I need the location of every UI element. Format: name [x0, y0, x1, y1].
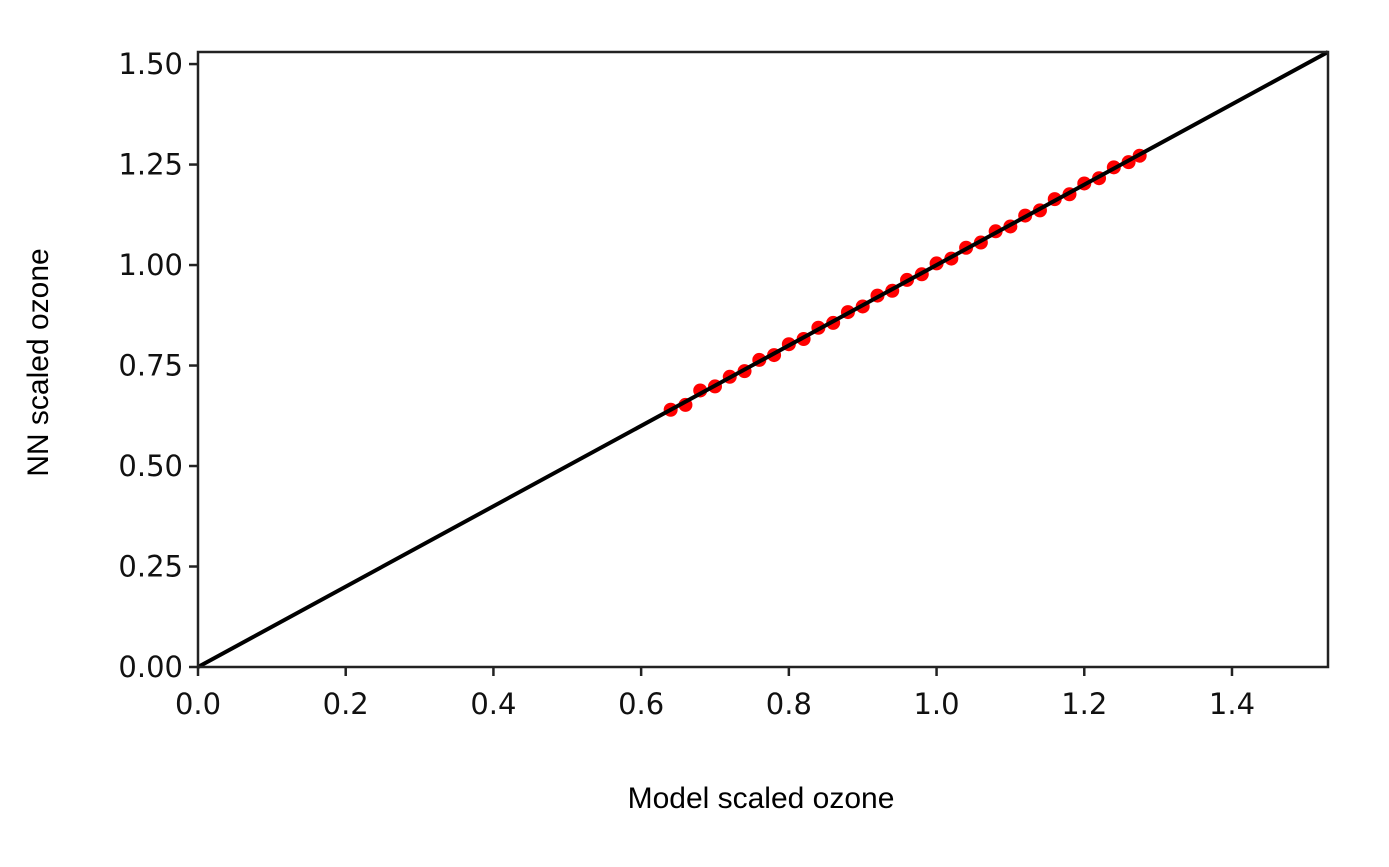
- x-tick-label: 1.2: [1061, 687, 1107, 721]
- x-axis-ticks: 0.0 0.2 0.4 0.6 0.8 1.0 1.2 1.4: [175, 667, 1255, 721]
- x-tick-label: 0.6: [618, 687, 664, 721]
- y-axis-ticks: 0.00 0.25 0.50 0.75 1.00 1.25 1.50: [118, 47, 198, 684]
- y-axis-title: NN scaled ozone: [22, 248, 55, 476]
- x-tick-label: 0.0: [175, 687, 221, 721]
- identity-line: [197, 50, 1329, 669]
- x-axis-title: Model scaled ozone: [628, 782, 895, 815]
- y-tick-label: 0.50: [118, 449, 183, 483]
- y-tick-label: 1.50: [118, 47, 183, 81]
- x-tick-label: 0.4: [470, 687, 516, 721]
- x-tick-label: 1.4: [1209, 687, 1255, 721]
- y-tick-label: 1.25: [118, 148, 183, 182]
- y-tick-label: 0.75: [118, 349, 183, 383]
- y-tick-label: 0.00: [118, 650, 183, 684]
- x-tick-label: 0.8: [766, 687, 812, 721]
- y-tick-label: 1.00: [118, 248, 183, 282]
- y-tick-label: 0.25: [118, 550, 183, 584]
- plot-area: [197, 50, 1329, 669]
- x-tick-label: 0.2: [323, 687, 369, 721]
- axes-frame: [196, 50, 1330, 669]
- x-tick-label: 1.0: [913, 687, 959, 721]
